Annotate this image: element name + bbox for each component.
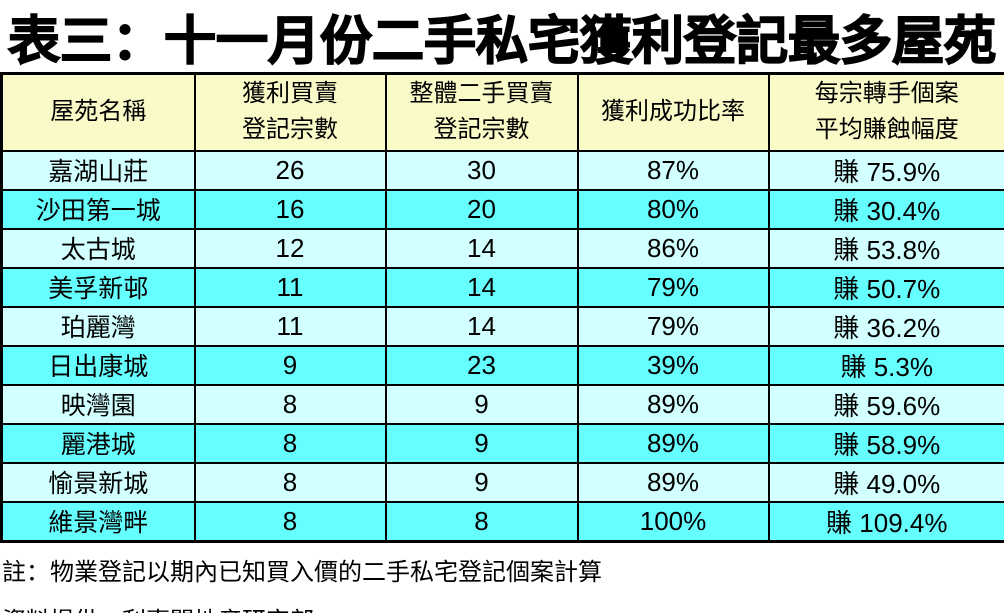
header-success-ratio: 獲利成功比率 [576,72,770,152]
table-row: 珀麗灣 11 14 79% 賺 36.2% [0,305,1004,347]
cell-estate: 珀麗灣 [0,305,196,347]
cell-estate: 沙田第一城 [0,188,196,230]
cell-success-ratio: 89% [576,422,770,464]
cell-profit-registrations: 9 [193,344,387,386]
table-row: 嘉湖山莊 26 30 87% 賺 75.9% [0,149,1004,191]
cell-total-registrations: 8 [384,500,579,542]
source-line: 資料提供：利嘉閣地產研究部 [2,601,1004,613]
cell-estate: 映灣園 [0,383,196,425]
cell-profit-registrations: 16 [193,188,387,230]
header-total-secondhand-registrations: 整體二手買賣 登記宗數 [384,72,579,152]
header-label: 每宗轉手個案 [814,80,959,108]
cell-success-ratio: 86% [576,227,770,269]
cell-average-gain: 賺 53.8% [767,227,1004,269]
header-label: 登記宗數 [242,116,338,144]
cell-profit-registrations: 8 [193,422,387,464]
cell-average-gain: 賺 49.0% [767,461,1004,503]
page-title: 表三：十一月份二手私宅獲利登記最多屋苑 [7,12,997,72]
cell-total-registrations: 9 [384,422,579,464]
cell-total-registrations: 9 [384,383,579,425]
cell-profit-registrations: 11 [193,266,387,308]
header-average-gain-loss: 每宗轉手個案 平均賺蝕幅度 [767,72,1004,152]
cell-total-registrations: 14 [384,266,579,308]
cell-total-registrations: 20 [384,188,579,230]
cell-estate: 嘉湖山莊 [0,149,196,191]
table-row: 維景灣畔 8 8 100% 賺 109.4% [0,500,1004,542]
header-label: 整體二手買賣 [409,80,554,108]
data-table: 屋苑名稱 獲利買賣 登記宗數 整體二手買賣 登記宗數 獲利成功比率 每宗轉手個案… [0,72,1004,543]
table-row: 映灣園 8 9 89% 賺 59.6% [0,383,1004,425]
cell-total-registrations: 30 [384,149,579,191]
cell-profit-registrations: 8 [193,383,387,425]
cell-average-gain: 賺 5.3% [767,344,1004,386]
cell-profit-registrations: 8 [193,500,387,542]
table-row: 日出康城 9 23 39% 賺 5.3% [0,344,1004,386]
cell-estate: 麗港城 [0,422,196,464]
cell-success-ratio: 87% [576,149,770,191]
cell-average-gain: 賺 75.9% [767,149,1004,191]
cell-average-gain: 賺 58.9% [767,422,1004,464]
cell-success-ratio: 79% [576,266,770,308]
cell-average-gain: 賺 59.6% [767,383,1004,425]
cell-success-ratio: 80% [576,188,770,230]
header-label: 平均賺蝕幅度 [814,116,959,144]
cell-average-gain: 賺 30.4% [767,188,1004,230]
cell-success-ratio: 79% [576,305,770,347]
cell-success-ratio: 89% [576,461,770,503]
cell-estate: 維景灣畔 [0,500,196,542]
cell-success-ratio: 89% [576,383,770,425]
cell-profit-registrations: 12 [193,227,387,269]
cell-profit-registrations: 8 [193,461,387,503]
cell-total-registrations: 9 [384,461,579,503]
cell-average-gain: 賺 50.7% [767,266,1004,308]
cell-estate: 太古城 [0,227,196,269]
cell-total-registrations: 23 [384,344,579,386]
cell-average-gain: 賺 36.2% [767,305,1004,347]
header-label: 登記宗數 [433,116,530,144]
note-line: 註：物業登記以期內已知買入價的二手私宅登記個案計算 [2,558,602,586]
cell-total-registrations: 14 [384,227,579,269]
table-row: 沙田第一城 16 20 80% 賺 30.4% [0,188,1004,230]
cell-total-registrations: 14 [384,305,579,347]
cell-profit-registrations: 11 [193,305,387,347]
header-label: 屋苑名稱 [50,98,147,126]
table-row: 美孚新邨 11 14 79% 賺 50.7% [0,266,1004,308]
cell-estate: 美孚新邨 [0,266,196,308]
header-profit-registrations: 獲利買賣 登記宗數 [193,72,387,152]
cell-estate: 愉景新城 [0,461,196,503]
header-label: 獲利成功比率 [601,98,745,126]
header-label: 獲利買賣 [242,80,338,108]
table-row: 太古城 12 14 86% 賺 53.8% [0,227,1004,269]
cell-success-ratio: 39% [576,344,770,386]
table-row: 麗港城 8 9 89% 賺 58.9% [0,422,1004,464]
cell-average-gain: 賺 109.4% [767,500,1004,542]
header-row: 屋苑名稱 獲利買賣 登記宗數 整體二手買賣 登記宗數 獲利成功比率 每宗轉手個案… [0,72,1004,152]
cell-estate: 日出康城 [0,344,196,386]
cell-success-ratio: 100% [576,500,770,542]
cell-profit-registrations: 26 [193,149,387,191]
table-row: 愉景新城 8 9 89% 賺 49.0% [0,461,1004,503]
header-estate-name: 屋苑名稱 [0,72,196,152]
